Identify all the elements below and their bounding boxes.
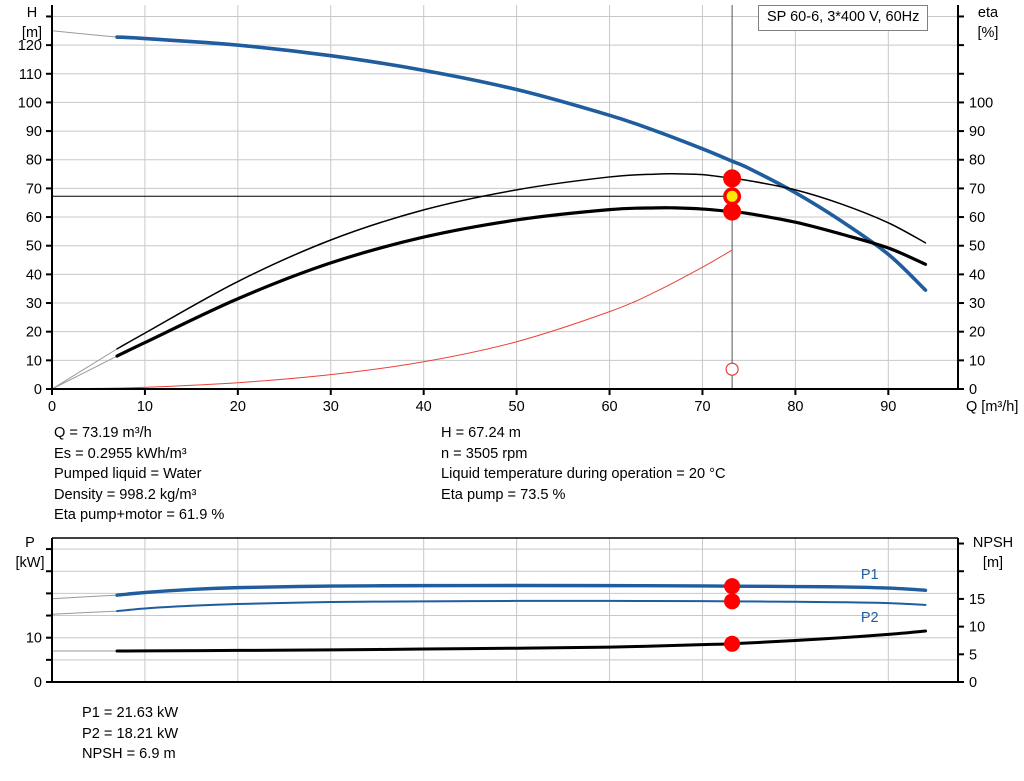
tick-label-eta-90: 90 [969,124,985,140]
curve-eta-pump [116,172,927,350]
tick-label-h-10: 10 [26,353,42,369]
axis-unit-h: [m] [22,25,42,41]
power-info-block: P1 = 21.63 kW P2 = 18.21 kW NPSH = 6.9 m [82,703,178,765]
tick-label-q-0: 0 [48,399,56,415]
tick-label-eta-60: 60 [969,210,985,226]
tick-label-h-60: 60 [26,210,42,226]
marker-duty-eta-pump [723,169,742,188]
marker-duty-p1 [724,578,741,595]
tick-label-q-80: 80 [787,399,803,415]
curve-npsh [115,629,927,653]
tick-label-h-0: 0 [34,382,42,398]
duty-info-left-line-0: Q = 73.19 m³/h [54,425,152,441]
marker-duty-p2 [724,593,741,610]
tick-label-h-120: 120 [18,38,42,54]
tick-label-h-90: 90 [26,124,42,140]
tick-label-eta-10: 10 [969,353,985,369]
tick-label-h-110: 110 [19,67,42,83]
tick-label-npsh-10: 10 [969,620,985,636]
marker-duty-npsh [725,362,739,376]
tick-label-npsh-0: 0 [969,675,977,691]
curve-npsh [51,249,733,390]
axis-title-p: P [25,535,35,551]
curve-p2-faint [51,610,118,615]
tick-label-q-20: 20 [230,399,246,415]
axis-title-h: H [27,5,37,21]
curve-h-(head) [115,35,928,292]
marker-duty-eta-pump-motor [723,202,742,221]
curve-p1 [115,583,928,597]
marker-duty-npsh [724,635,741,652]
head-eta-chart: 0102030405060708090100110120010203040506… [18,5,1018,415]
tick-label-q-10: 10 [137,399,153,415]
tick-label-h-40: 40 [26,267,42,283]
curve-eta-pump-motor [115,206,928,358]
power-npsh-chart: 0 10 0 5 10 15 P [kW] NPSH [m] P1 P2 [16,535,1014,691]
tick-label-eta-30: 30 [969,296,985,312]
tick-label-q-30: 30 [323,399,339,415]
axis-title-q: Q [m³/h] [966,399,1018,415]
tick-label-eta-50: 50 [969,239,985,255]
tick-label-h-30: 30 [26,296,42,312]
tick-label-eta-40: 40 [969,267,985,283]
power-info-line-1: P2 = 18.21 kW [82,725,179,742]
tick-label-h-20: 20 [26,325,42,341]
curve-eta-pump+motor-faint [51,355,118,390]
tick-label-q-90: 90 [880,399,896,415]
duty-info-right-line-1: n = 3505 rpm [441,445,528,462]
tick-label-p-0: 0 [34,675,42,691]
tick-label-eta-20: 20 [969,325,985,341]
curve-p1-faint [51,594,118,600]
duty-info-right-line-3: Eta pump = 73.5 % [441,486,566,503]
tick-label-eta-80: 80 [969,153,985,169]
duty-info-left-line-1: Es = 0.2955 kWh/m³ [54,445,187,462]
curve-p2 [116,599,927,613]
tick-label-q-60: 60 [601,399,617,415]
duty-info-right: H = 67.24 m n = 3505 rpm Liquid temperatur… [441,423,726,505]
duty-info-left-line-3: Density = 998.2 kg/m³ [54,486,197,503]
tick-label-h-100: 100 [18,95,42,111]
tick-label-q-70: 70 [694,399,710,415]
tick-label-p-10: 10 [26,631,42,647]
tick-label-eta-70: 70 [969,181,985,197]
marker-duty-head [726,190,738,202]
axis-unit-eta: [%] [978,25,999,41]
tick-label-h-80: 80 [26,153,42,169]
pump-model-titlebox: SP 60-6, 3*400 V, 60Hz [758,5,929,31]
pump-model-label: SP 60-6, 3*400 V, 60Hz [767,9,920,25]
duty-info-right-line-2: Liquid temperature during operation = 20… [441,466,726,483]
curve-label-p2: P2 [861,610,879,626]
tick-label-q-40: 40 [416,399,432,415]
tick-label-npsh-15: 15 [969,592,985,608]
axis-unit-p: [kW] [16,555,45,571]
tick-label-h-50: 50 [26,239,42,255]
axis-unit-npsh: [m] [983,555,1003,571]
tick-label-npsh-5: 5 [969,647,977,663]
power-info-line-0: P1 = 21.63 kW [82,705,179,721]
duty-info-left-line-2: Pumped liquid = Water [54,466,202,483]
duty-info-left-line-4: Eta pump+motor = 61.9 % [54,507,225,524]
power-info-line-2: NPSH = 6.9 m [82,746,176,763]
tick-label-q-50: 50 [509,399,525,415]
duty-info-right-line-0: H = 67.24 m [441,425,521,441]
curve-label-p1: P1 [861,567,879,583]
axis-title-npsh: NPSH [973,535,1013,551]
curve-eta-pump-faint [51,348,118,390]
duty-info-left: Q = 73.19 m³/h Es = 0.2955 kWh/m³ Pumped l… [54,423,224,526]
tick-label-eta-100: 100 [969,95,993,111]
tick-label-eta-0: 0 [969,382,977,398]
curve-h-(head)-faint [51,30,118,38]
axis-title-eta: eta [978,5,999,21]
tick-label-h-70: 70 [26,181,42,197]
